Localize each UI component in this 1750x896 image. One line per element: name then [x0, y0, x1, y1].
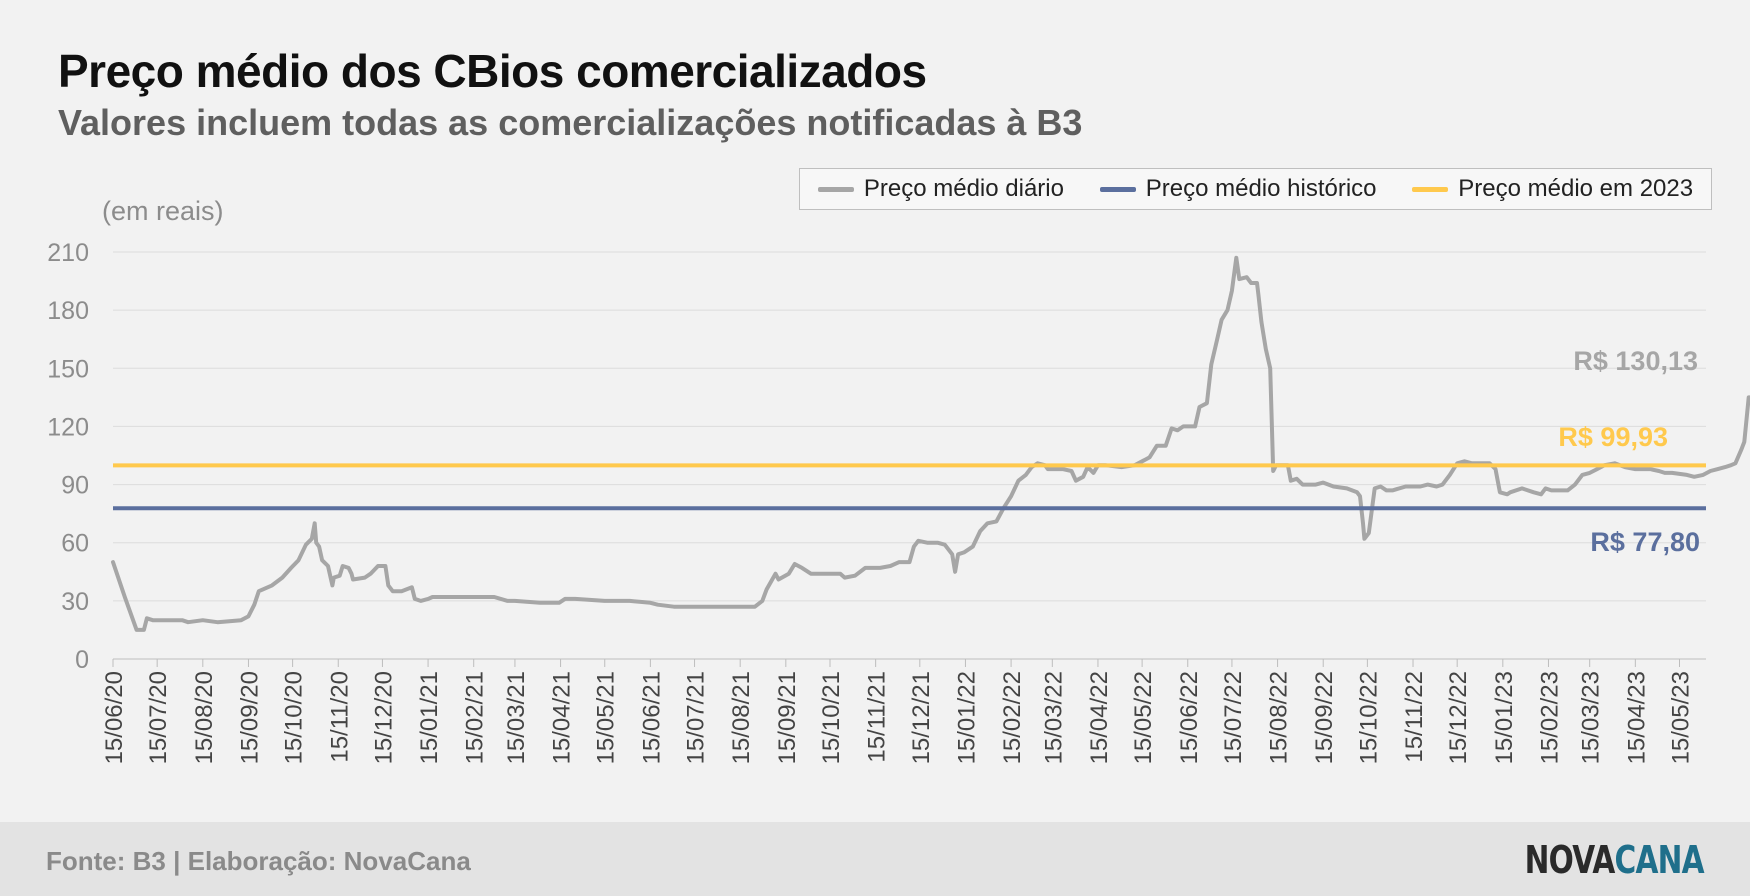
x-tick-label-2: 15/08/20	[191, 671, 218, 764]
y-tick-120: 120	[47, 413, 89, 441]
x-tick-label-23: 15/05/22	[1130, 671, 1157, 764]
x-tick-label-33: 15/03/23	[1578, 671, 1605, 764]
grid-lines	[112, 251, 1706, 667]
series-group	[111, 255, 1750, 632]
x-tick-label-28: 15/10/22	[1355, 671, 1382, 764]
chart-title: Preço médio dos CBios comercializados	[58, 45, 927, 97]
x-tick-label-16: 15/10/21	[818, 671, 845, 764]
x-tick-label-13: 15/07/21	[683, 671, 710, 764]
annotation-last-value: R$ 130,13	[1573, 346, 1698, 376]
x-tick-label-11: 15/05/21	[593, 671, 620, 764]
legend-swatch-historic	[1099, 186, 1136, 192]
legend-label-daily: Preço médio diário	[863, 175, 1064, 202]
legend-swatch-daily	[817, 186, 854, 192]
x-tick-label-17: 15/11/21	[864, 671, 891, 763]
y-tick-150: 150	[47, 355, 89, 383]
x-tick-label-1: 15/07/20	[145, 671, 172, 764]
chart-legend: Preço médio diário Preço médio histórico…	[799, 168, 1712, 210]
x-tick-label-30: 15/12/22	[1445, 671, 1472, 764]
brand-part-2: CANA	[1614, 838, 1705, 882]
x-tick-label-8: 15/02/21	[462, 671, 489, 764]
annotation-2023-average: R$ 99,93	[1558, 422, 1668, 452]
y-unit-label: (em reais)	[102, 196, 224, 226]
x-tick-label-5: 15/11/20	[326, 671, 353, 763]
brand-logo: NOVACANA	[1524, 838, 1705, 882]
x-tick-label-26: 15/08/22	[1266, 671, 1293, 764]
chart-subtitle: Valores incluem todas as comercializaçõe…	[58, 102, 1083, 143]
x-tick-label-35: 15/05/23	[1667, 671, 1694, 764]
x-tick-label-25: 15/07/22	[1220, 671, 1247, 764]
x-tick-label-15: 15/09/21	[774, 671, 801, 764]
x-tick-label-14: 15/08/21	[728, 671, 755, 764]
x-tick-label-12: 15/06/21	[638, 671, 665, 764]
y-tick-90: 90	[61, 472, 89, 500]
y-tick-30: 30	[61, 588, 89, 616]
legend-label-2023: Preço médio em 2023	[1458, 175, 1694, 202]
x-tick-label-0: 15/06/20	[101, 671, 128, 764]
x-tick-label-34: 15/04/23	[1623, 671, 1650, 764]
y-tick-labels: 0 30 60 90 120 150 180 210	[47, 239, 89, 674]
x-tick-label-9: 15/03/21	[503, 671, 530, 764]
x-tick-label-31: 15/01/23	[1491, 671, 1518, 764]
x-tick-labels: 15/06/20 15/07/20 15/08/20 15/09/20 15/10/20…	[101, 671, 1694, 764]
footer-bar	[0, 822, 1750, 896]
y-tick-0: 0	[75, 646, 89, 674]
x-tick-label-6: 15/12/20	[370, 671, 397, 764]
y-tick-180: 180	[47, 297, 89, 325]
x-tick-label-10: 15/04/21	[549, 671, 576, 764]
x-tick-label-19: 15/01/22	[953, 671, 980, 764]
legend-label-historic: Preço médio histórico	[1145, 175, 1377, 202]
brand-part-1: NOVA	[1524, 838, 1616, 882]
legend-item-daily: Preço médio diário	[817, 175, 1064, 203]
legend-item-historic: Preço médio histórico	[1099, 175, 1377, 203]
x-tick-label-21: 15/03/22	[1040, 671, 1067, 764]
x-tick-label-22: 15/04/22	[1086, 671, 1113, 764]
x-tick-label-3: 15/09/20	[236, 671, 263, 764]
x-tick-label-4: 15/10/20	[281, 671, 308, 764]
x-tick-label-24: 15/06/22	[1176, 671, 1203, 764]
x-tick-label-29: 15/11/22	[1401, 671, 1428, 763]
x-tick-label-20: 15/02/22	[999, 671, 1026, 764]
source-note: Fonte: B3 | Elaboração: NovaCana	[46, 846, 471, 876]
legend-swatch-2023	[1412, 186, 1449, 192]
annotation-historic-average: R$ 77,80	[1590, 527, 1700, 557]
legend-item-2023: Preço médio em 2023	[1412, 175, 1693, 203]
x-tick-label-18: 15/12/21	[908, 671, 935, 764]
series-line-daily-price	[111, 255, 1750, 632]
x-tick-label-32: 15/02/23	[1536, 671, 1563, 764]
y-tick-210: 210	[47, 239, 89, 267]
x-tick-label-27: 15/09/22	[1311, 671, 1338, 764]
y-tick-60: 60	[61, 530, 89, 558]
x-tick-label-7: 15/01/21	[416, 671, 443, 764]
